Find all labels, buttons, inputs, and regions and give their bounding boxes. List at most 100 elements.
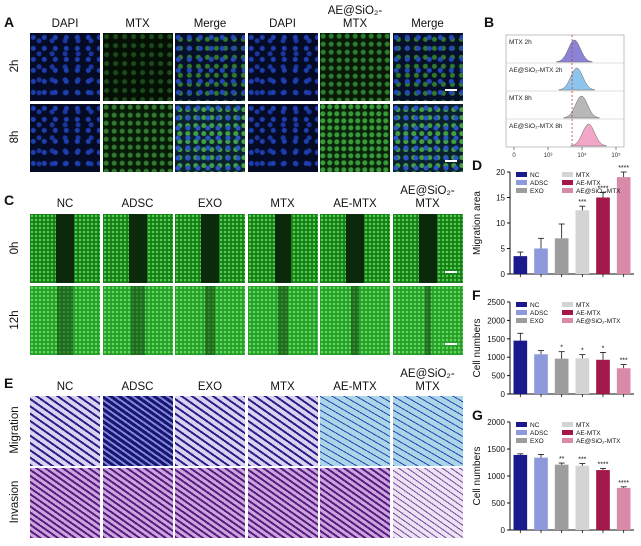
panel-c-row-label: 12h (9, 309, 21, 330)
panel-a-column-header: DAPI (269, 18, 296, 30)
y-tick-label: 0 (501, 270, 506, 279)
panel-a-row-label: 2h (9, 59, 21, 73)
micrograph-tile (320, 286, 390, 355)
y-tick-label: 1000 (487, 353, 505, 362)
track-label: AE@SiO₂-MTX 2h (509, 67, 563, 74)
y-tick-label: 2500 (487, 298, 505, 307)
micrograph-tile (30, 396, 100, 466)
scratch-gap (130, 286, 145, 355)
panel-label-b: B (484, 14, 495, 30)
legend-label: AE@SiO₂-MTX (576, 438, 621, 445)
bar (616, 177, 631, 274)
panel-a-column-header: AE@SiO₂-MTX (327, 5, 383, 30)
panel-label: G (472, 410, 483, 423)
legend-swatch (562, 302, 573, 307)
legend-label: NC (530, 422, 540, 429)
significance-mark: **** (618, 480, 629, 487)
micrograph-tile (247, 214, 318, 283)
y-tick-label: 1500 (487, 335, 505, 344)
micrograph-tile (320, 396, 390, 466)
micrograph-tile (102, 214, 173, 283)
panel-a-column-header: MTX (125, 18, 150, 30)
scale-bar (444, 271, 457, 273)
legend-swatch (562, 422, 573, 427)
significance-mark: **** (618, 165, 629, 172)
micrograph-tile (320, 104, 390, 172)
micrograph-tile (247, 33, 318, 101)
micrograph-tile (175, 396, 245, 466)
scale-bar (444, 343, 457, 345)
scratch-gap (205, 286, 215, 355)
bar (596, 197, 610, 274)
bar (575, 465, 590, 530)
bar (534, 354, 548, 394)
panel-c-column-header: NC (56, 198, 74, 210)
micrograph-tile (30, 104, 100, 172)
legend-label: AE-MTX (576, 310, 601, 317)
scale-bar (444, 160, 457, 162)
panel-a-row-label: 8h (9, 130, 21, 144)
significance-mark: * (560, 345, 563, 352)
panel-e-row-label: Invasion (9, 480, 21, 524)
y-tick-label: 15 (496, 194, 505, 203)
legend-label: AE-MTX (576, 180, 601, 187)
legend-swatch (516, 318, 527, 323)
legend-label: EXO (530, 188, 544, 195)
scratch-gap (277, 286, 288, 355)
micrograph-tile (392, 468, 463, 538)
histogram-peak (570, 123, 607, 147)
bar (616, 487, 631, 530)
axis-tick-label: 10³ (544, 153, 553, 159)
y-tick-label: 1500 (487, 445, 505, 454)
micrograph-tile (102, 396, 173, 466)
y-tick-label: 10 (496, 219, 505, 228)
legend-swatch (516, 180, 527, 185)
micrograph-tile (392, 104, 463, 172)
bar (554, 358, 569, 394)
legend-label: EXO (530, 438, 544, 445)
scratch-gap (57, 286, 73, 355)
bar (616, 368, 631, 394)
micrograph-tile (392, 33, 463, 101)
track-label: AE@SiO₂-MTX 8h (509, 123, 563, 130)
track-label: MTX 2h (509, 39, 532, 46)
bar (575, 358, 590, 394)
micrograph-tile (30, 214, 100, 283)
panel-a-column-header: Merge (411, 18, 444, 30)
bar (554, 464, 569, 530)
y-tick-label: 2000 (487, 418, 505, 427)
panel-e-column-header: NC (56, 381, 74, 393)
panel-c-row-label: 0h (9, 241, 21, 254)
histogram-peak (558, 67, 596, 91)
bar (554, 238, 569, 274)
significance-mark: ** (559, 456, 565, 463)
panel-c-column-header: EXO (197, 198, 223, 210)
bar (575, 210, 590, 274)
y-tick-label: 20 (496, 168, 505, 177)
micrograph-tile (30, 33, 100, 101)
micrograph-tile (247, 104, 318, 172)
legend-label: AE@SiO₂-MTX (576, 318, 621, 325)
significance-mark: **** (598, 185, 609, 192)
histogram-peak (563, 95, 600, 119)
y-axis-label: Migration area (472, 191, 483, 255)
y-axis-label: Cell numbers (472, 319, 483, 378)
scratch-gap (424, 286, 431, 355)
legend-label: ADSC (530, 430, 548, 437)
scratch-gap (351, 286, 359, 355)
significance-mark: **** (598, 461, 609, 468)
scratch-gap (346, 214, 364, 283)
significance-mark: *** (578, 457, 586, 464)
legend-swatch (562, 172, 573, 177)
y-tick-label: 0 (501, 526, 506, 535)
legend-swatch (516, 302, 527, 307)
panel-label-c: C (4, 192, 15, 208)
legend-label: MTX (576, 172, 590, 179)
legend-label: NC (530, 172, 540, 179)
legend-swatch (562, 188, 573, 193)
micrograph-tile (102, 104, 173, 172)
micrograph-tile (175, 33, 245, 101)
bar (596, 470, 610, 530)
panel-label: F (472, 290, 481, 303)
